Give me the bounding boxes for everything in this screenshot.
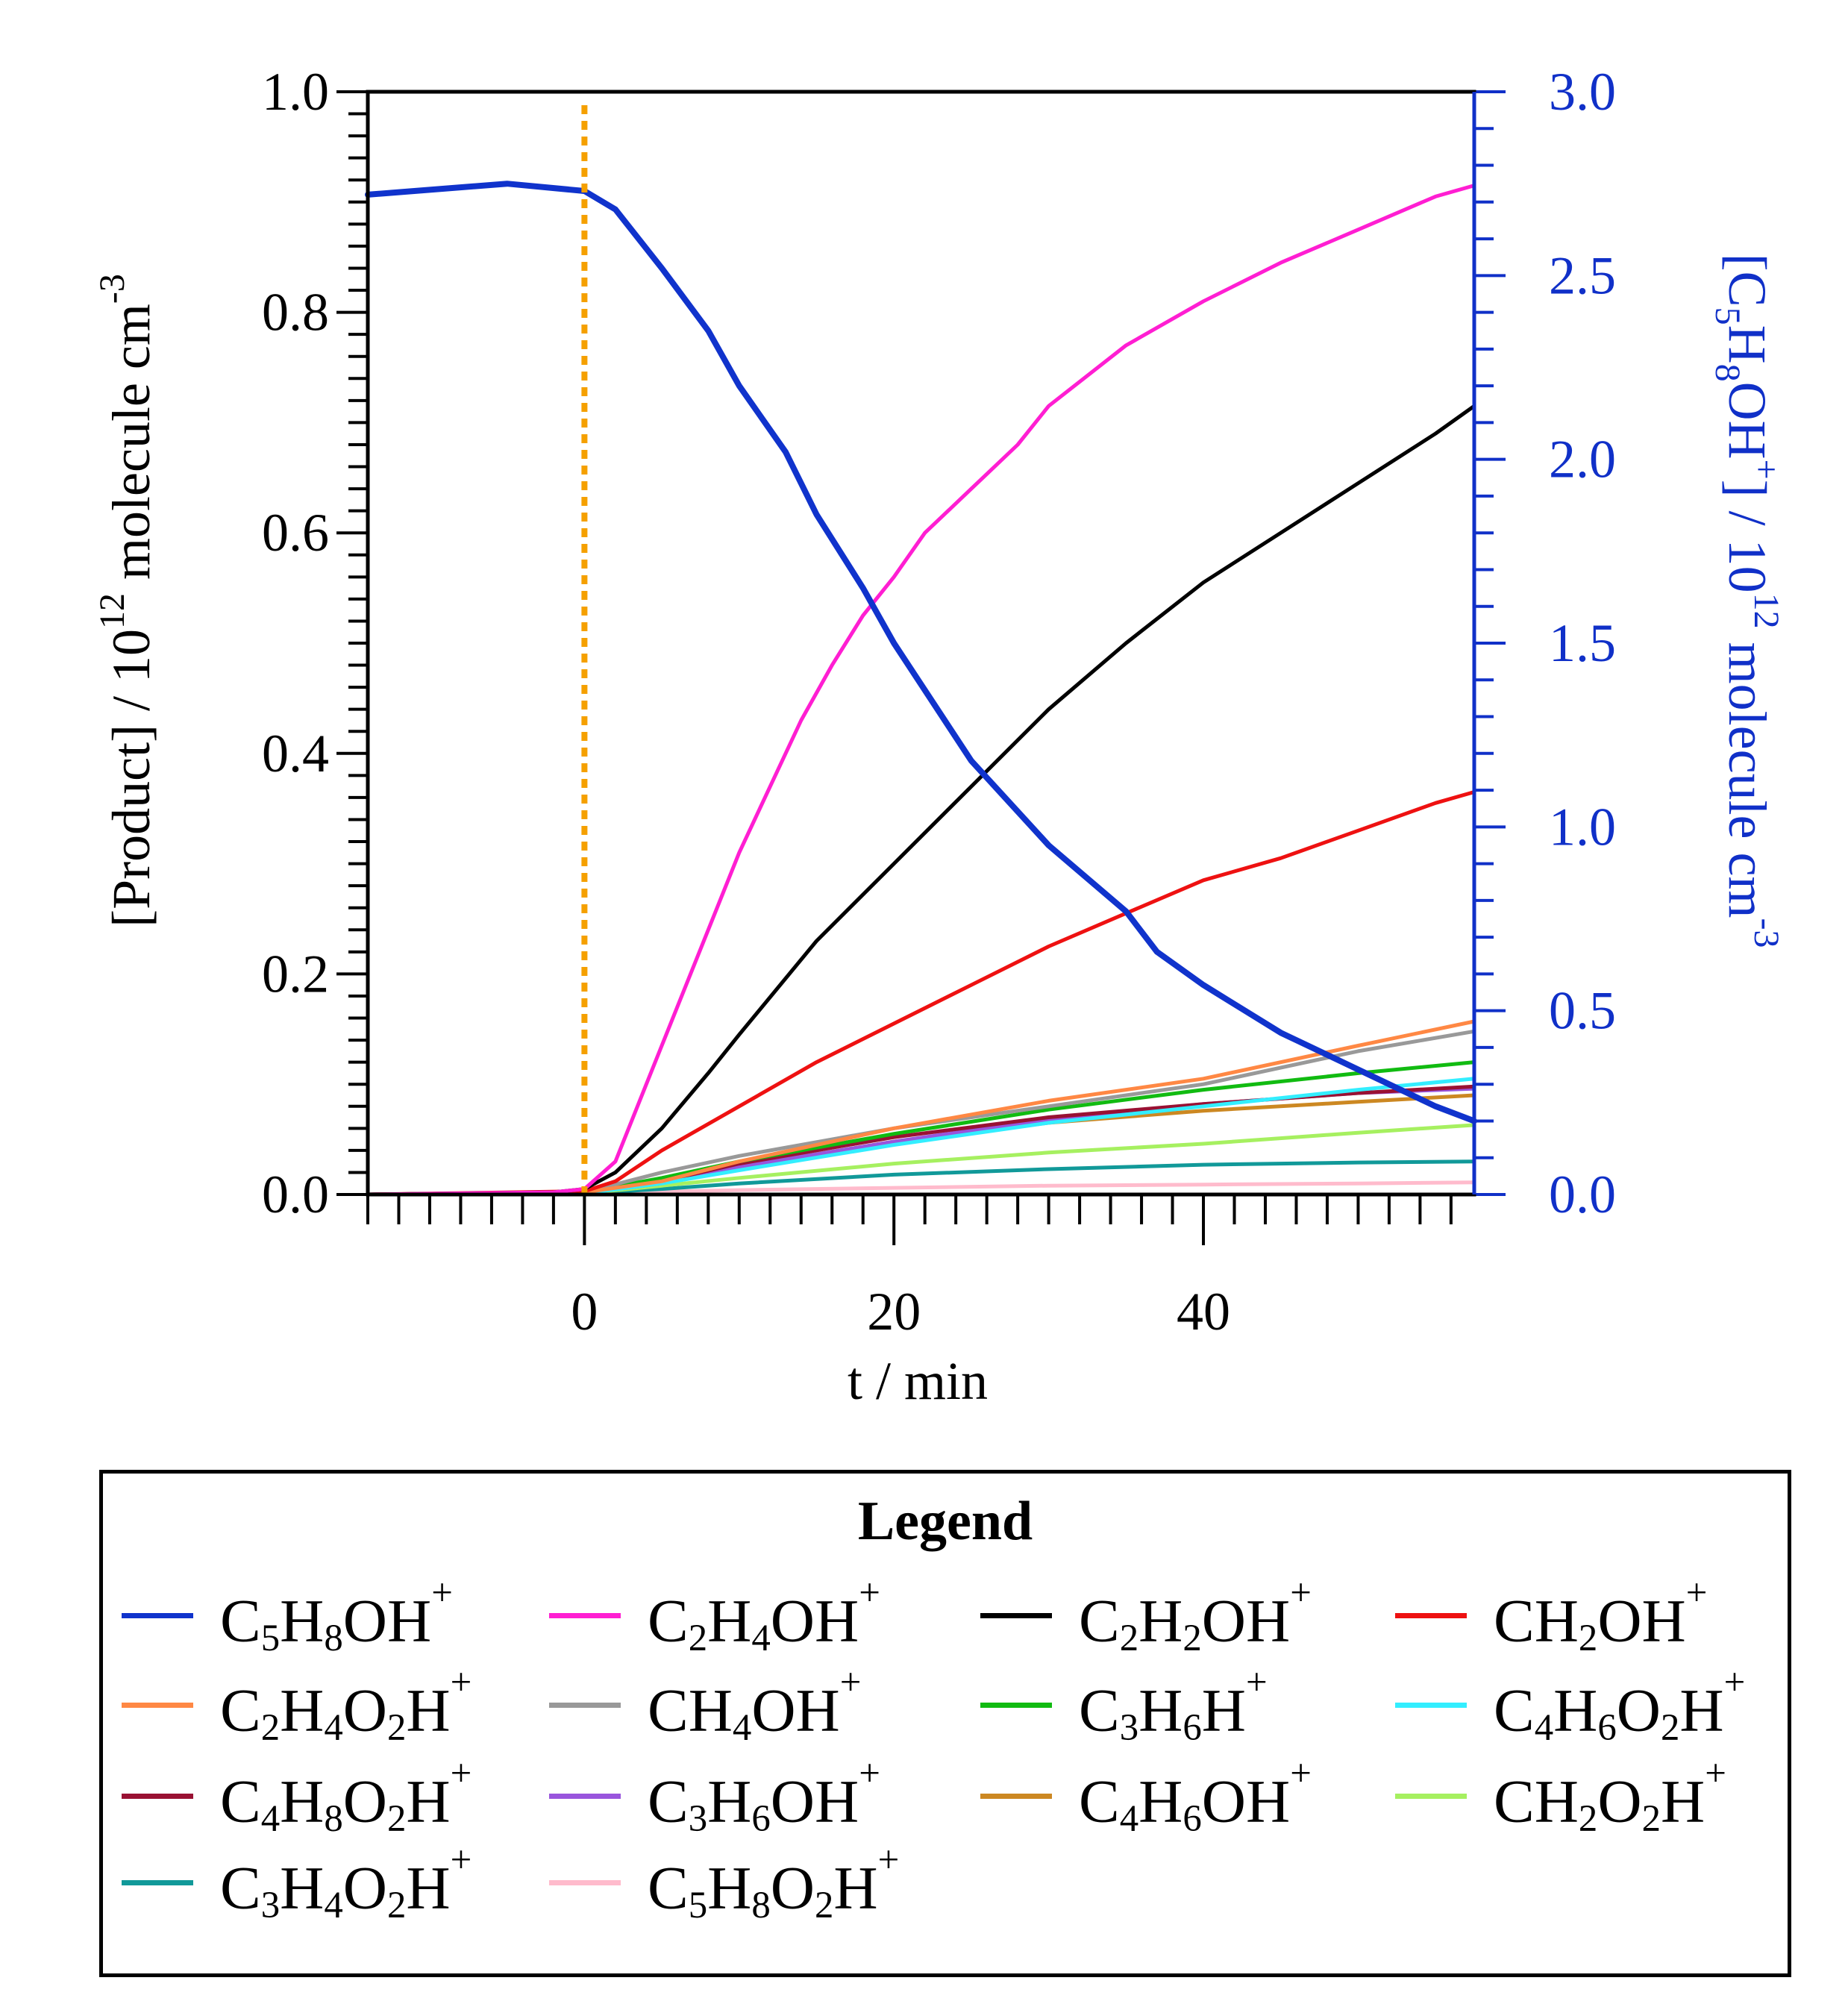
legend-title: Legend	[857, 1491, 1033, 1552]
legend-item: C4H6O2H+	[1395, 1660, 1745, 1750]
legend-swatch	[549, 1612, 621, 1618]
series-lines	[365, 181, 1477, 1197]
y-right-tick-label: 0.5	[1549, 981, 1616, 1041]
legend-swatch	[1395, 1702, 1467, 1708]
plot-frame	[366, 90, 1476, 1197]
legend-item: C3H4O2H+	[122, 1838, 472, 1927]
legend-item: C4H6OH+	[980, 1751, 1312, 1841]
legend-label: C5H8O2H+	[648, 1838, 900, 1926]
legend-item: CH2O2H+	[1395, 1751, 1726, 1841]
chart: 0.0 0.2 0.4 0.6 0.8 1.0 0.0 0.5 1.0 1.5 2.0 2.5 3.0 0…	[93, 62, 1786, 1411]
y-left-axis-title: [Product] / 1012 molecule cm-3	[93, 274, 161, 927]
series-line-c3h4o2hplus	[366, 1159, 1476, 1197]
legend-label: C3H6H+	[1079, 1661, 1268, 1749]
legend-swatch	[1395, 1793, 1467, 1799]
legend-label: C4H6O2H+	[1494, 1661, 1746, 1749]
legend-swatch	[1395, 1612, 1467, 1618]
legend-swatch	[980, 1702, 1052, 1708]
legend-item: C4H8O2H+	[122, 1751, 472, 1841]
series-line-c2h2ohplus	[366, 404, 1476, 1197]
series-line-c4h6ohplus	[366, 1093, 1476, 1197]
y-left-tick-label: 0.0	[262, 1165, 329, 1224]
legend-label: C5H8OH+	[220, 1571, 453, 1659]
y-right-axis-title: [C5H8OH+] / 1012 molecule cm-3	[1708, 254, 1786, 948]
y-left-tick-label: 0.6	[262, 503, 329, 563]
y-right-tick-label: 0.0	[1549, 1165, 1616, 1224]
y-right-tick-label: 2.5	[1549, 245, 1616, 305]
legend-swatch	[122, 1879, 193, 1885]
legend-item: C3H6H+	[980, 1660, 1268, 1750]
legend-item: C2H2OH+	[980, 1571, 1312, 1660]
legend-swatch	[122, 1612, 193, 1618]
legend-label: C3H4O2H+	[220, 1838, 472, 1926]
legend-item: C5H8OH+	[122, 1571, 453, 1660]
legend-swatch	[980, 1793, 1052, 1799]
legend-item: C3H6OH+	[549, 1751, 880, 1841]
legend-swatch	[122, 1793, 193, 1799]
x-tick-label: 0	[571, 1282, 598, 1341]
y-right-tick-label: 3.0	[1549, 62, 1616, 122]
legend-item: CH4OH+	[549, 1660, 861, 1750]
y-left-tick-label: 0.2	[262, 944, 329, 1004]
series-line-c2h4ohplus	[366, 184, 1476, 1197]
y-right-tick-label: 2.0	[1549, 430, 1616, 489]
legend-label: C3H6OH+	[648, 1752, 880, 1840]
tick-marks	[336, 90, 1506, 1245]
legend-label: C2H4OH+	[648, 1571, 880, 1659]
legend-label: C4H6OH+	[1079, 1752, 1312, 1840]
y-left-tick-label: 0.4	[262, 724, 329, 783]
y-right-tick-label: 1.5	[1549, 613, 1616, 673]
series-line-c2h4o2hplus	[366, 1019, 1476, 1197]
legend-label: C2H2OH+	[1079, 1571, 1312, 1659]
legend: Legend C5H8OH+ C2H4OH+ C2H2OH+ CH2OH+ C2H4O2…	[99, 1470, 1791, 1977]
y-left-tick-label: 1.0	[262, 62, 329, 122]
x-tick-label: 40	[1177, 1282, 1230, 1341]
legend-item: CH2OH+	[1395, 1571, 1707, 1660]
legend-item: C2H4OH+	[549, 1571, 880, 1660]
legend-swatch	[549, 1793, 621, 1799]
y-left-tick-label: 0.8	[262, 283, 329, 342]
y-right-tick-label: 1.0	[1549, 797, 1616, 857]
legend-item: C2H4O2H+	[122, 1660, 472, 1750]
legend-label: C2H4O2H+	[220, 1661, 472, 1749]
legend-label: C4H8O2H+	[220, 1752, 472, 1840]
series-line-ch2ohplus	[366, 790, 1476, 1197]
legend-label: CH4OH+	[648, 1661, 862, 1749]
tick-labels: 0.0 0.2 0.4 0.6 0.8 1.0 0.0 0.5 1.0 1.5 2.0 2.5 3.0 0…	[262, 62, 1616, 1341]
x-axis-title: t / min	[848, 1351, 988, 1411]
legend-label: CH2OH+	[1494, 1571, 1708, 1659]
legend-label: CH2O2H+	[1494, 1752, 1726, 1840]
legend-swatch	[122, 1702, 193, 1708]
x-tick-label: 20	[867, 1282, 921, 1341]
legend-swatch	[980, 1612, 1052, 1618]
series-line-c5h8ohplus	[365, 181, 1477, 1124]
legend-item: C5H8O2H+	[549, 1838, 899, 1927]
legend-swatch	[549, 1879, 621, 1885]
legend-swatch	[549, 1702, 621, 1708]
